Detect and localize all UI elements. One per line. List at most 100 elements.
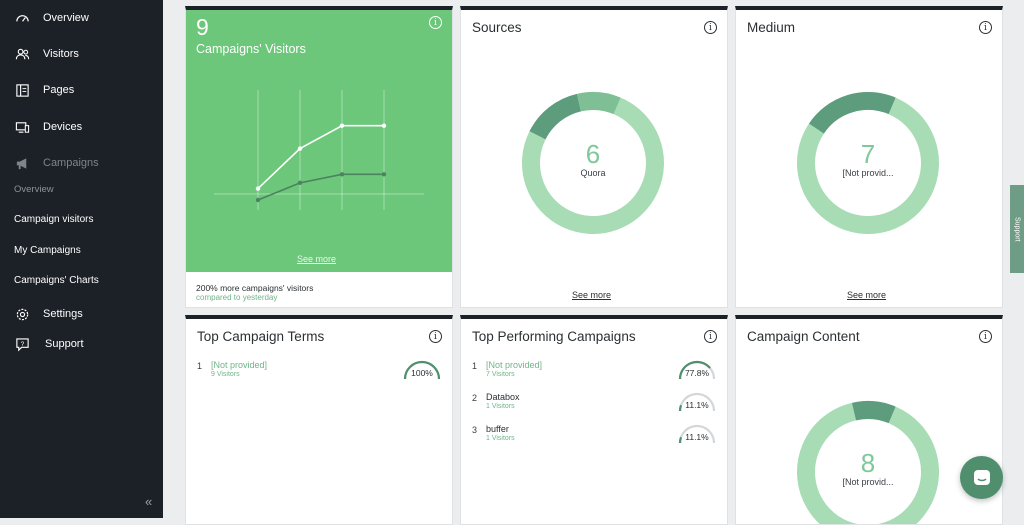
card-title: Sources	[472, 20, 522, 35]
sidebar-item-label: Support	[45, 338, 84, 350]
info-icon[interactable]: i	[429, 330, 442, 343]
chat-launcher-button[interactable]	[960, 456, 1003, 499]
visitors-count: 9	[196, 14, 209, 40]
rank: 1	[197, 361, 203, 371]
donut-center-value: 7	[860, 139, 876, 169]
chat-icon	[973, 469, 990, 485]
list-item[interactable]: 1 [Not provided] 7 Visitors 77.8%	[472, 357, 717, 387]
donut-slice	[522, 97, 664, 234]
info-icon[interactable]: i	[704, 330, 717, 343]
info-icon[interactable]: i	[704, 21, 717, 34]
data-point	[255, 197, 261, 203]
dashboard-grid: 9 Campaigns' Visitors i See more 200% mo…	[163, 0, 1024, 525]
see-more-link[interactable]: See more	[847, 290, 887, 300]
sidebar-item-label: Overview	[43, 12, 89, 24]
gear-icon	[14, 306, 30, 322]
sidebar-subitem-campaigns-charts[interactable]: Campaigns' Charts	[14, 275, 99, 286]
megaphone-icon	[14, 155, 30, 171]
donut-slice	[851, 401, 896, 424]
series-line	[257, 173, 384, 201]
visitors-card-title: Campaigns' Visitors	[196, 42, 306, 56]
data-point	[339, 123, 345, 128]
percent-value: 100%	[411, 368, 433, 378]
sidebar-item-campaigns[interactable]: Campaigns	[0, 150, 163, 176]
item-visitors: 9 Visitors	[211, 371, 240, 378]
donut-slice	[808, 92, 896, 134]
percent-gauge	[403, 360, 441, 380]
help-icon: ?	[14, 336, 30, 352]
donut-center: 6 Quora	[555, 140, 631, 178]
sidebar-item-label: Visitors	[43, 48, 79, 60]
sidebar-item-visitors[interactable]: Visitors	[0, 41, 163, 67]
see-more-link[interactable]: See more	[297, 254, 337, 264]
collapse-sidebar-icon[interactable]: «	[145, 494, 153, 509]
sidebar-subitem-campaign-visitors[interactable]: Campaign visitors	[14, 214, 94, 225]
svg-text:?: ?	[20, 340, 24, 347]
sidebar-item-settings[interactable]: Settings	[0, 301, 163, 327]
donut-center: 7 [Not provid...	[830, 140, 906, 178]
gauge-track	[678, 424, 716, 444]
percent-value: 11.1%	[685, 400, 709, 410]
item-visitors: 7 Visitors	[486, 371, 515, 378]
percent-gauge	[678, 424, 716, 444]
percent-gauge	[678, 392, 716, 412]
gauge-fill	[678, 404, 683, 412]
data-point	[339, 172, 345, 177]
data-point	[297, 180, 303, 186]
info-icon[interactable]: i	[979, 330, 992, 343]
gauge-track	[678, 392, 716, 412]
donut-center-label: Quora	[580, 168, 606, 178]
sources-card: Sources i 6 Quora See more	[460, 6, 728, 308]
gauge-fill	[678, 360, 711, 380]
item-name: [Not provided]	[211, 360, 268, 370]
donut-slice	[797, 97, 939, 234]
donut-center-value: 6	[585, 139, 601, 169]
see-more-link[interactable]: See more	[572, 290, 612, 300]
top-campaign-terms-card: Top Campaign Terms i 1 [Not provided] 9 …	[185, 315, 453, 525]
rank: 1	[472, 361, 478, 371]
campaign-content-card: Campaign Content i 8 [Not provid...	[735, 315, 1003, 525]
campaigns-visitors-card: 9 Campaigns' Visitors i See more 200% mo…	[185, 6, 453, 308]
visitors-line-chart	[214, 90, 424, 210]
medium-donut-chart	[797, 92, 939, 234]
sidebar-subitem-overview[interactable]: Overview	[14, 184, 54, 195]
sidebar: Overview Visitors Pages Devices Campaign…	[0, 0, 163, 518]
percent-value: 11.1%	[685, 432, 709, 442]
pages-icon	[14, 82, 30, 98]
sidebar-item-pages[interactable]: Pages	[0, 77, 163, 103]
devices-icon	[14, 119, 30, 135]
donut-center-value: 8	[860, 448, 876, 478]
sidebar-subitem-my-campaigns[interactable]: My Campaigns	[14, 245, 81, 256]
list-item[interactable]: 2 Databox 1 Visitors 11.1%	[472, 389, 717, 419]
donut-slice	[797, 402, 939, 524]
card-title: Campaign Content	[747, 329, 860, 344]
item-name: Databox	[486, 392, 520, 402]
sidebar-item-overview[interactable]: Overview	[0, 5, 163, 31]
sidebar-item-label: Pages	[43, 84, 75, 96]
data-point	[381, 172, 387, 177]
sidebar-item-label: Campaigns	[43, 157, 99, 169]
donut-center-label: [Not provid...	[842, 168, 894, 178]
data-point	[381, 123, 387, 128]
data-point	[255, 186, 261, 191]
series-line	[257, 124, 384, 190]
card-title: Top Performing Campaigns	[472, 329, 636, 344]
data-point	[297, 146, 303, 151]
visitors-card-chart-area: 9 Campaigns' Visitors i See more	[186, 10, 452, 272]
list-item[interactable]: 1 [Not provided] 9 Visitors 100%	[197, 357, 442, 387]
dashboard-gauge-icon	[14, 10, 30, 26]
info-icon[interactable]: i	[979, 21, 992, 34]
content-donut-chart	[797, 401, 939, 524]
percent-value: 77.8%	[684, 368, 710, 378]
gauge-fill	[678, 436, 683, 444]
support-side-tab[interactable]: Support	[1010, 185, 1024, 273]
list-item[interactable]: 3 buffer 1 Visitors 11.1%	[472, 421, 717, 451]
info-icon[interactable]: i	[429, 16, 442, 29]
donut-center-label: [Not provid...	[842, 477, 894, 487]
sidebar-item-support[interactable]: ? Support	[0, 331, 163, 357]
donut-slice	[576, 92, 621, 115]
item-name: buffer	[486, 424, 509, 434]
sidebar-item-devices[interactable]: Devices	[0, 114, 163, 140]
card-title: Top Campaign Terms	[197, 329, 325, 344]
rank: 2	[472, 393, 478, 403]
